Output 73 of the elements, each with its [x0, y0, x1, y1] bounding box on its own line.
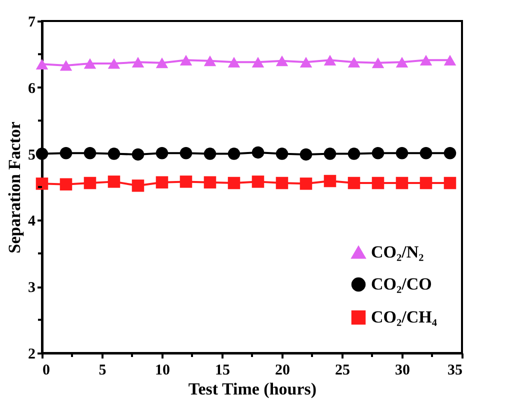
point	[132, 148, 144, 161]
point	[372, 147, 384, 160]
y-tick-label: 7	[28, 14, 36, 30]
y-tick-label: 2	[28, 346, 36, 362]
point	[300, 148, 312, 161]
point	[300, 178, 312, 190]
point	[84, 58, 96, 69]
point	[60, 178, 72, 190]
point	[252, 146, 264, 159]
point	[228, 176, 240, 190]
y-tick-label: 3	[28, 280, 36, 296]
point	[372, 58, 384, 68]
point	[348, 148, 360, 160]
point	[420, 176, 432, 190]
point	[444, 54, 456, 66]
point	[324, 174, 336, 188]
point	[156, 176, 168, 188]
point	[156, 147, 168, 160]
point	[396, 176, 408, 190]
legend-label: CO₂/CH₄	[371, 308, 437, 326]
point	[372, 176, 384, 190]
point	[324, 54, 336, 66]
point	[132, 56, 144, 68]
point	[84, 147, 96, 160]
x-tick-label: 35	[448, 362, 462, 378]
legend-label: CO₂/N₂	[371, 242, 424, 262]
point	[444, 147, 456, 160]
x-tick-label: 10	[155, 362, 170, 378]
point	[348, 176, 360, 190]
point	[60, 60, 72, 71]
point	[36, 178, 48, 190]
point	[60, 147, 72, 160]
legend-label: CO₂/CO	[371, 274, 432, 294]
x-tick-label: 5	[98, 362, 106, 378]
x-tick-label: 25	[335, 362, 350, 378]
x-tick-label: 15	[215, 362, 230, 378]
point	[444, 176, 456, 190]
point	[108, 148, 120, 160]
point	[420, 147, 432, 160]
point	[36, 58, 48, 70]
point	[420, 54, 432, 66]
x-tick-label: 20	[275, 362, 290, 378]
y-tick-label: 6	[28, 80, 36, 97]
point	[204, 56, 216, 66]
point	[204, 148, 216, 160]
point	[396, 56, 408, 68]
point	[108, 176, 120, 188]
y-tick-label: 5	[28, 147, 36, 164]
point	[252, 176, 264, 188]
point	[300, 56, 312, 68]
point	[228, 148, 240, 160]
x-tick-label: 30	[395, 362, 410, 378]
point	[276, 56, 288, 66]
point	[228, 56, 240, 68]
point	[348, 56, 360, 68]
point	[252, 56, 264, 68]
x-axis-title: Test Time (hours)	[188, 380, 317, 398]
point	[396, 147, 408, 160]
point	[276, 176, 288, 190]
point	[324, 148, 336, 160]
y-tick-label: 4	[28, 214, 36, 230]
point	[156, 58, 168, 68]
point	[180, 147, 192, 160]
point	[204, 176, 216, 188]
point	[36, 148, 48, 160]
y-axis-title: Separation Factor	[5, 121, 24, 254]
point	[84, 176, 96, 190]
x-tick-label: 0	[42, 362, 50, 378]
point	[180, 54, 192, 66]
point	[180, 176, 192, 188]
point	[276, 148, 288, 160]
point	[108, 58, 120, 69]
point	[132, 180, 144, 192]
